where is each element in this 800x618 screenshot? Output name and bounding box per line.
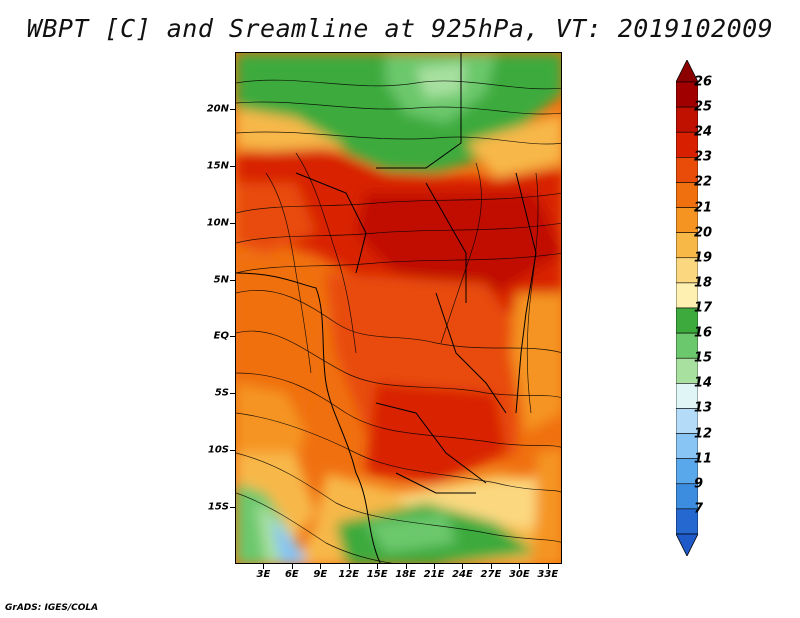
lon-tick — [547, 564, 549, 569]
lon-tick-label: 21E — [423, 569, 445, 580]
colorbar-level-label: 18 — [694, 275, 713, 291]
colorbar-level-label: 15 — [694, 350, 713, 366]
wbpt-colorbar — [676, 60, 698, 556]
lon-tick — [377, 564, 379, 569]
lat-tick-label: 15N — [206, 160, 229, 172]
lat-tick — [230, 336, 235, 338]
colorbar-bottom-arrow — [676, 533, 698, 556]
grads-credit: GrADS: IGES/COLA — [5, 603, 99, 613]
colorbar-level-label: 20 — [694, 225, 713, 241]
lon-tick — [263, 564, 265, 569]
lat-tick — [230, 165, 235, 167]
colorbar-level-label: 24 — [694, 124, 713, 140]
colorbar-level-label: 19 — [694, 250, 713, 266]
lat-tick-label: 5S — [214, 387, 229, 399]
lat-tick-label: EQ — [213, 330, 229, 342]
lat-tick — [230, 507, 235, 509]
lon-tick — [320, 564, 322, 569]
colorbar-level-label: 26 — [694, 74, 713, 90]
lat-tick — [230, 393, 235, 395]
lon-tick-label: 12E — [338, 569, 360, 580]
lat-tick — [230, 450, 235, 452]
lon-tick — [434, 564, 436, 569]
wbpt-field — [236, 53, 561, 563]
colorbar-level-label: 14 — [694, 375, 713, 391]
colorbar-level-label: 16 — [694, 325, 713, 341]
lon-tick — [490, 564, 492, 569]
map-title: WBPT [C] and Sreamline at 925hPa, VT: 20… — [26, 14, 774, 43]
lon-tick — [462, 564, 464, 569]
lon-tick-label: 6E — [284, 569, 299, 580]
colorbar-level-label: 12 — [694, 426, 713, 442]
lon-tick-label: 3E — [256, 569, 271, 580]
lat-tick — [230, 108, 235, 110]
lon-tick-label: 9E — [313, 569, 328, 580]
colorbar-level-label: 21 — [694, 200, 713, 216]
lon-tick-label: 33E — [537, 569, 559, 580]
lon-tick — [348, 564, 350, 569]
lon-tick-label: 30E — [508, 569, 530, 580]
lat-tick-label: 10N — [206, 217, 229, 229]
lat-tick-label: 5N — [213, 274, 229, 286]
lon-tick-label: 15E — [366, 569, 388, 580]
lat-tick-label: 20N — [206, 103, 229, 115]
colorbar-level-label: 23 — [694, 149, 713, 165]
lat-tick — [230, 279, 235, 281]
map-panel — [235, 52, 562, 564]
lon-tick-label: 27E — [480, 569, 502, 580]
lon-tick-label: 18E — [395, 569, 416, 580]
colorbar-level-label: 17 — [694, 300, 713, 316]
lon-tick — [405, 564, 407, 569]
colorbar-level-label: 11 — [694, 451, 713, 467]
lat-tick-label: 10S — [207, 444, 229, 456]
colorbar-level-label: 9 — [694, 476, 704, 492]
lat-tick — [230, 222, 235, 224]
colorbar-level-label: 22 — [694, 174, 713, 190]
colorbar-level-label: 7 — [694, 501, 704, 517]
colorbar-level-label: 25 — [694, 99, 713, 115]
lon-tick-label: 24E — [452, 569, 473, 580]
colorbar-level-label: 13 — [694, 400, 713, 416]
lon-tick — [291, 564, 293, 569]
lon-tick — [519, 564, 521, 569]
lat-tick-label: 15S — [207, 501, 229, 513]
